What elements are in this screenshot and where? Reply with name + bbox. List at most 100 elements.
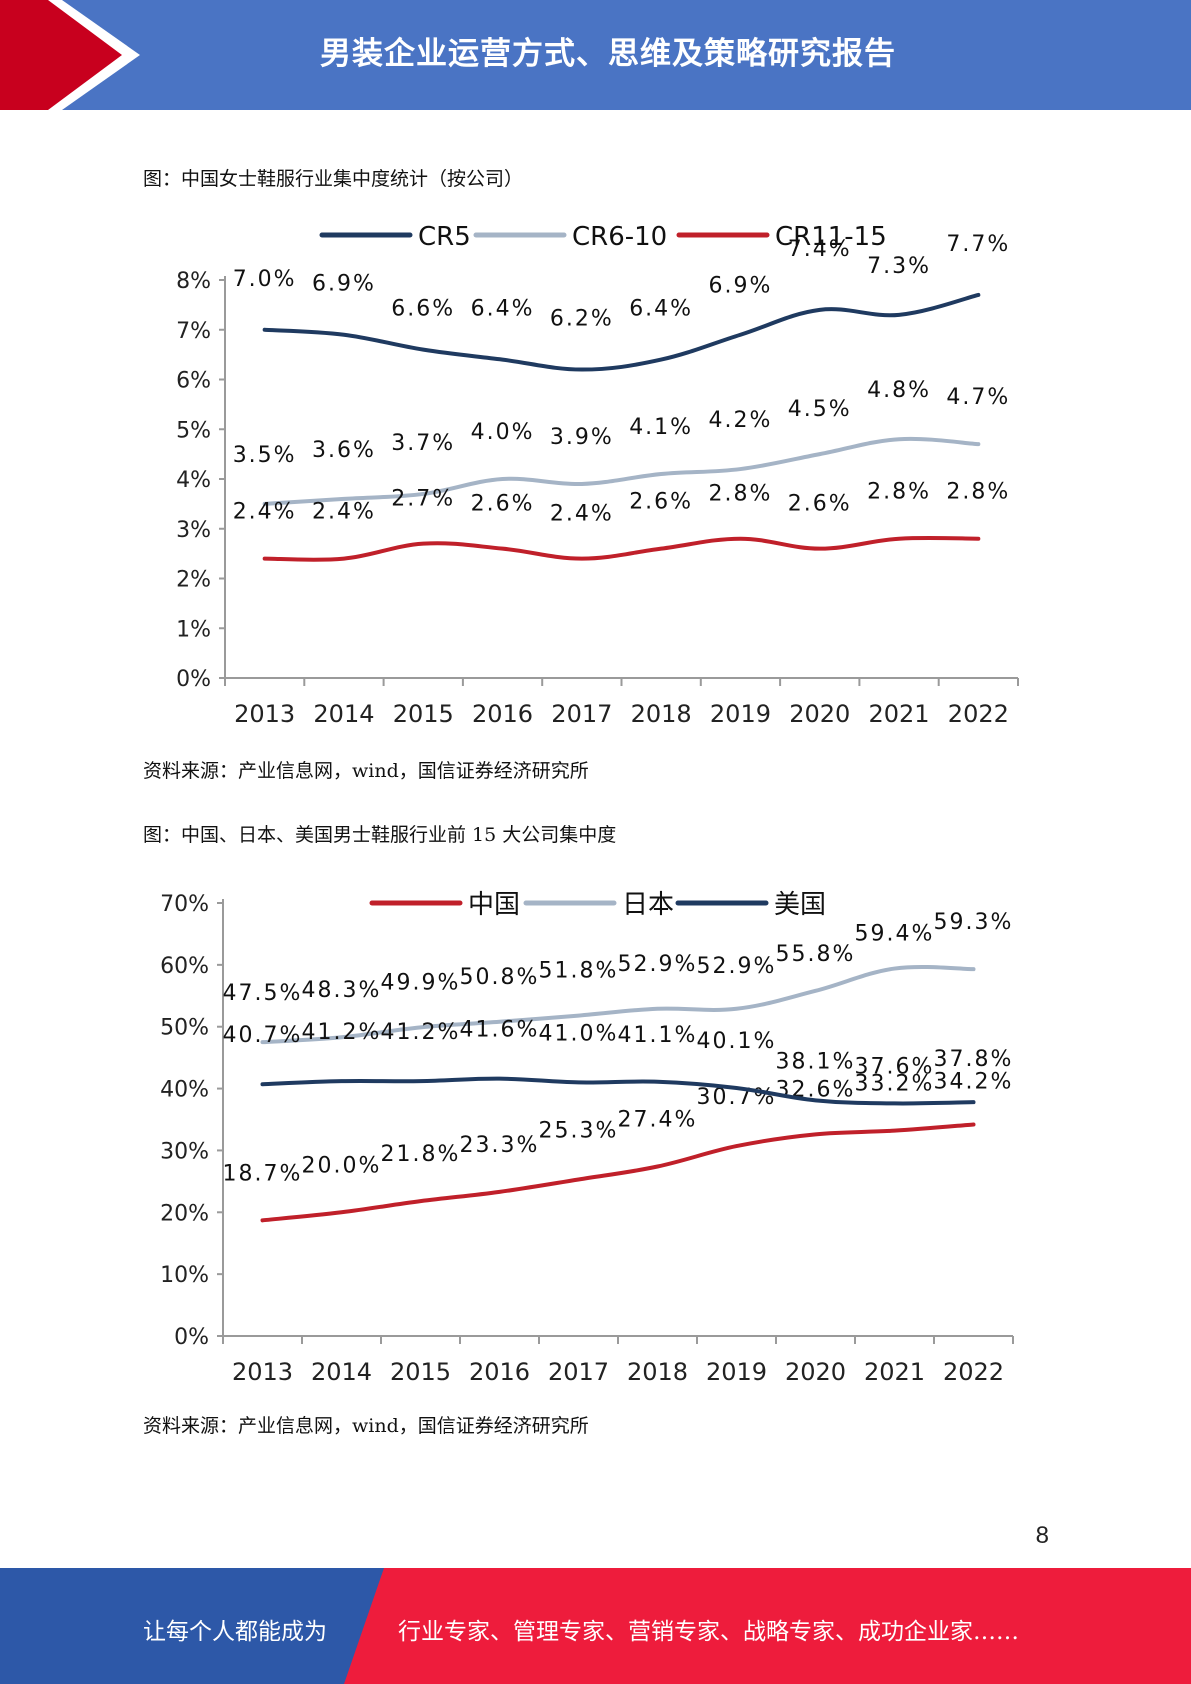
chart2-legend-label: 中国 (468, 890, 520, 920)
chart1-data-label: 7.0% (233, 267, 297, 292)
footer-slogan-left: 让每个人都能成为 (143, 1619, 327, 1645)
chart2-data-label: 49.9% (381, 970, 461, 995)
figure1-caption: 图：中国女士鞋服行业集中度统计（按公司） (143, 168, 524, 190)
chart2-series-line (260, 1122, 976, 1223)
chart1-data-label: 4.1% (629, 415, 693, 440)
chart2-data-label: 34.2% (934, 1069, 1014, 1094)
chart2-data-label: 41.6% (460, 1018, 540, 1043)
chart1-x-tick-label: 2018 (631, 700, 692, 728)
chart2-data-label: 52.9% (697, 954, 777, 979)
chart2-data-label: 25.3% (539, 1119, 619, 1144)
chart1-data-label: 2.4% (312, 500, 376, 525)
chart2-data-label: 47.5% (223, 981, 303, 1006)
figure1-source: 资料来源：产业信息网，wind，国信证券经济研究所 (143, 760, 589, 782)
footer-slogan-right: 行业专家、管理专家、营销专家、战略专家、成功企业家…… (398, 1619, 1019, 1645)
chart2-y-tick-label: 10% (160, 1263, 209, 1288)
chart2-data-label: 51.8% (539, 959, 619, 984)
chart1-y-tick-label: 0% (176, 667, 211, 692)
chart1-legend-label: CR6-10 (572, 222, 667, 252)
chart2-y-tick-label: 0% (174, 1325, 209, 1350)
chart2-data-label: 50.8% (460, 965, 540, 990)
chart1-data-label: 2.8% (946, 480, 1010, 505)
chart2-data-label: 59.4% (855, 922, 935, 947)
header-background (0, 0, 1191, 110)
chart2-data-label: 21.8% (381, 1142, 461, 1167)
chart2-x-tick-label: 2021 (864, 1358, 925, 1386)
chart1-y-tick-label: 6% (176, 369, 211, 394)
chart1-x-tick-label: 2020 (789, 700, 850, 728)
chart2-y-tick-label: 30% (160, 1139, 209, 1164)
chart1-legend-label: CR5 (418, 222, 471, 252)
chart1-x-tick-label: 2017 (551, 700, 612, 728)
chart1-data-label: 2.6% (788, 492, 852, 517)
chart1-x-tick-label: 2022 (948, 700, 1009, 728)
chart2-y-tick-label: 60% (160, 954, 209, 979)
chart2-x-tick-label: 2018 (627, 1358, 688, 1386)
chart2-x-tick-label: 2020 (785, 1358, 846, 1386)
chart2-x-tick-label: 2014 (311, 1358, 372, 1386)
chart2-series-line (260, 964, 976, 1045)
chart1-data-label: 3.7% (391, 431, 455, 456)
chart1-y-tick-label: 2% (176, 568, 211, 593)
chart1-data-label: 2.4% (233, 500, 297, 525)
chart1-y-tick-label: 8% (176, 269, 211, 294)
chart2-data-label: 23.3% (460, 1133, 540, 1158)
chart2-data-label: 37.6% (855, 1054, 935, 1079)
men-apparel-top15-chart: 0% 10% 20% 30% 40% 50% 60% 70% 2013 2014 2015 2016 2… (160, 890, 1014, 1386)
chart2-y-tick-label: 40% (160, 1078, 209, 1103)
chart2-data-label: 37.8% (934, 1047, 1014, 1072)
chart1-data-label: 7.3% (867, 254, 931, 279)
chart2-data-label: 40.7% (223, 1023, 303, 1048)
chart1-legend-label: CR11-15 (775, 222, 887, 252)
chart2-x-tick-label: 2022 (943, 1358, 1004, 1386)
chart1-data-label: 2.8% (867, 480, 931, 505)
chart1-data-label: 4.2% (708, 408, 772, 433)
chart1-series-line (262, 292, 981, 372)
footer-background (0, 1568, 1191, 1684)
chart2-data-label: 27.4% (618, 1108, 698, 1133)
chart2-data-label: 59.3% (934, 910, 1014, 935)
report-title: 男装企业运营方式、思维及策略研究报告 (320, 36, 896, 72)
chart2-data-label: 52.9% (618, 952, 698, 977)
chart1-data-label: 3.6% (312, 438, 376, 463)
chart1-data-label: 2.7% (391, 487, 455, 512)
chart1-series-line (262, 535, 981, 562)
chart1-data-label: 6.2% (550, 307, 614, 332)
chart2-y-tick-label: 70% (160, 892, 209, 917)
chart2-data-label: 38.1% (776, 1049, 856, 1074)
chart2-x-tick-label: 2015 (390, 1358, 451, 1386)
chart1-data-label: 4.5% (788, 397, 852, 422)
chart1-data-label: 3.5% (233, 443, 297, 468)
chart2-x-tick-label: 2016 (469, 1358, 530, 1386)
chart2-data-label: 40.1% (697, 1029, 777, 1054)
chart2-y-tick-label: 20% (160, 1201, 209, 1226)
figure2-source: 资料来源：产业信息网，wind，国信证券经济研究所 (143, 1415, 589, 1437)
chart1-data-label: 6.4% (629, 297, 693, 322)
chart1-data-label: 7.7% (946, 232, 1010, 257)
chart1-x-tick-label: 2015 (393, 700, 454, 728)
women-apparel-concentration-chart: 0% 1% 2% 3% 4% 5% 6% 7% 8% 2013 2014 2015 2016 2017 20… (176, 222, 1019, 728)
chart2-data-label: 41.0% (539, 1021, 619, 1046)
chart2-data-label: 41.2% (302, 1020, 382, 1045)
chart1-y-tick-label: 3% (176, 518, 211, 543)
chart2-x-tick-label: 2013 (232, 1358, 293, 1386)
chart1-x-tick-label: 2014 (313, 700, 374, 728)
chart1-data-label: 4.8% (867, 378, 931, 403)
chart1-data-label: 4.7% (946, 385, 1010, 410)
chart2-data-label: 33.2% (855, 1072, 935, 1097)
chart1-data-label: 3.9% (550, 425, 614, 450)
chart1-data-label: 6.4% (471, 297, 535, 322)
chart2-data-label: 20.0% (302, 1153, 382, 1178)
chart1-x-tick-label: 2016 (472, 700, 533, 728)
chart2-x-tick-label: 2017 (548, 1358, 609, 1386)
chart1-data-label: 7.4% (788, 237, 852, 262)
page-number: 8 (1035, 1522, 1049, 1549)
chart1-y-tick-label: 7% (176, 319, 211, 344)
chart2-data-label: 41.2% (381, 1020, 461, 1045)
chart2-x-tick-label: 2019 (706, 1358, 767, 1386)
chart1-x-tick-label: 2021 (869, 700, 930, 728)
chart1-y-tick-label: 1% (176, 617, 211, 642)
chart1-data-label: 6.9% (312, 272, 376, 297)
chart1-series-line (262, 436, 981, 506)
chart1-data-label: 6.9% (708, 274, 772, 299)
